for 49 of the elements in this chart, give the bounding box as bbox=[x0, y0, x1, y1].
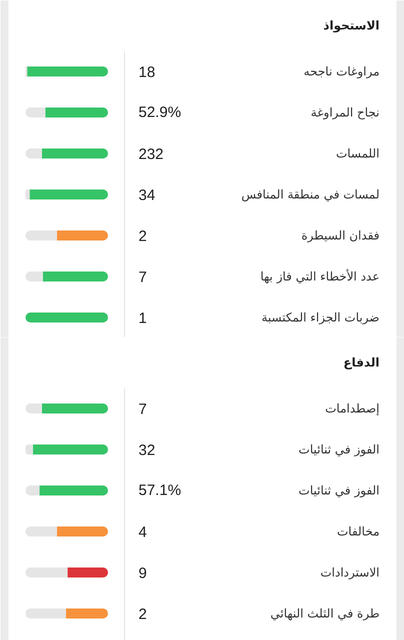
bar bbox=[26, 444, 33, 454]
y-tick-label: ضربات الجزاء المكتسبة bbox=[262, 310, 380, 324]
bar bbox=[26, 568, 68, 578]
bar bbox=[27, 66, 108, 76]
y2-tick-label: 2 bbox=[138, 228, 147, 245]
y2-tick-label: 52.9% bbox=[138, 104, 182, 121]
y2-tick-label: 7 bbox=[138, 401, 147, 418]
bar bbox=[68, 568, 108, 578]
bar bbox=[26, 272, 43, 282]
bar bbox=[45, 108, 108, 118]
bar bbox=[42, 272, 108, 282]
bar bbox=[32, 444, 108, 454]
y2-tick-label: 1 bbox=[138, 310, 147, 327]
y-tick-label: فقدان السيطرة bbox=[301, 228, 380, 242]
bar bbox=[40, 486, 108, 496]
y2-tick-label: 7 bbox=[138, 269, 147, 286]
y2-tick-label: 32 bbox=[138, 442, 156, 459]
bar bbox=[42, 404, 108, 414]
bar bbox=[42, 148, 108, 158]
bar bbox=[66, 608, 108, 618]
y2-tick-label: 4 bbox=[138, 524, 147, 541]
y-tick-label: عدد الأخطاء التي فاز بها bbox=[260, 268, 380, 284]
bar bbox=[26, 190, 30, 200]
bar bbox=[56, 230, 108, 240]
y2-tick-label: 18 bbox=[138, 64, 156, 81]
text: الاستحواذ bbox=[323, 18, 380, 32]
bar bbox=[56, 526, 108, 536]
y-tick-label: الاستردادات bbox=[320, 566, 380, 580]
y-tick-label: الفوز في ثنائيات bbox=[298, 484, 380, 498]
y-tick-label: الفوز في ثنائيات bbox=[298, 442, 380, 456]
y-tick-label: مخالفات bbox=[336, 524, 380, 538]
text: الدفاع bbox=[343, 356, 380, 370]
y2-tick-label: 34 bbox=[138, 187, 156, 204]
y-tick-label: طرة في الثلث النهائي bbox=[270, 606, 380, 620]
y2-tick-label: 2 bbox=[138, 606, 147, 623]
y-tick-label: اللمسات bbox=[336, 146, 380, 160]
y2-tick-label: 232 bbox=[138, 146, 164, 163]
bar bbox=[26, 526, 57, 536]
bar bbox=[26, 230, 57, 240]
y-tick-label: لمسات في منطقة المنافس bbox=[241, 188, 380, 202]
bar bbox=[26, 312, 108, 322]
y2-tick-label: 9 bbox=[138, 565, 147, 582]
y-tick-label: مراوغات ناجحه bbox=[304, 64, 380, 78]
bar bbox=[26, 108, 46, 118]
bar bbox=[30, 190, 108, 200]
y-tick-label: إصطدامات bbox=[325, 402, 380, 416]
y2-tick-label: 57.1% bbox=[138, 482, 182, 499]
y-tick-label: نجاح المراوغة bbox=[310, 106, 380, 120]
bar bbox=[26, 608, 66, 618]
